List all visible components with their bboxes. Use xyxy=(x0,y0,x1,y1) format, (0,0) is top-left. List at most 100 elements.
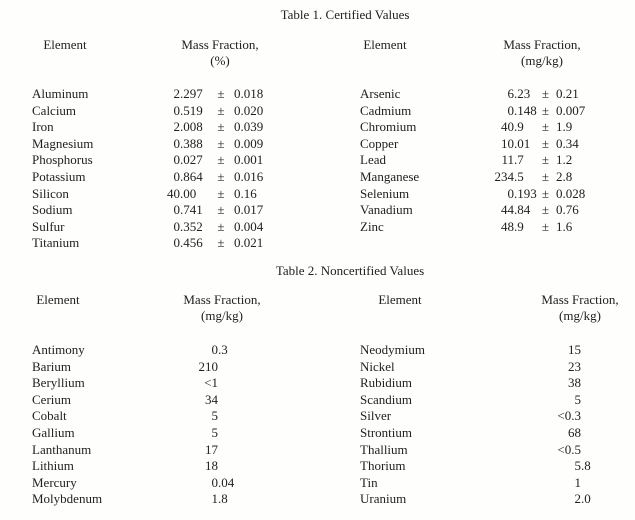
table-row: Zinc 48.9 ±1.6 xyxy=(360,219,585,236)
value-integer: 5 xyxy=(574,458,582,474)
uncertainty-value: 1.6 xyxy=(556,218,573,234)
element-name: Tin xyxy=(360,474,378,490)
table1-left-element-header: Element xyxy=(32,37,98,53)
value-integer: 5 xyxy=(574,391,582,407)
table-row: Rubidium 38 xyxy=(360,375,591,392)
table2-right-mass-fraction-header: Mass Fraction, (mg/kg) xyxy=(510,292,635,323)
table-row: Iron 2.008 ±0.039 xyxy=(32,119,263,136)
element-name: Selenium xyxy=(360,185,410,201)
value-fraction: .352 xyxy=(180,218,203,234)
value-fraction: .8 xyxy=(218,491,228,507)
table1-right-element-header: Element xyxy=(360,37,410,53)
plus-minus-sign: ± xyxy=(541,102,550,118)
element-name: Phosphorus xyxy=(32,152,93,168)
uncertainty-value: 0.007 xyxy=(556,102,586,118)
table1-right-rows: Arsenic 6.23 ±0.21 Cadmium 0.148 ±0.007 Chromi… xyxy=(360,86,585,235)
element-name: Lanthanum xyxy=(32,441,92,457)
table-row: Lanthanum 17 xyxy=(32,442,234,459)
table2-right-rows: Neodymium 15 Nickel 23 Rubidium 38 Scandium 5 Si… xyxy=(360,342,591,508)
plus-minus-sign: ± xyxy=(217,218,225,234)
element-name: Silicon xyxy=(32,185,69,201)
plus-minus-sign: ± xyxy=(541,119,550,135)
element-name: Sulfur xyxy=(32,218,65,234)
value-integer: 18 xyxy=(205,458,218,474)
element-name: Chromium xyxy=(360,119,417,135)
plus-minus-sign: ± xyxy=(541,185,550,201)
column-header-mass-fraction: Mass Fraction, xyxy=(503,37,581,52)
uncertainty-value: 0.16 xyxy=(234,185,257,201)
value-integer: 38 xyxy=(568,375,581,391)
table-row: Thorium 5.8 xyxy=(360,458,591,475)
uncertainty-value: 0.76 xyxy=(556,202,579,218)
value-integer: 44 xyxy=(501,202,514,218)
plus-minus-sign: ± xyxy=(217,135,225,151)
value-integer: 234 xyxy=(494,168,515,184)
value-fraction: .84 xyxy=(514,202,531,218)
element-name: Aluminum xyxy=(32,86,89,101)
uncertainty-value: 2.8 xyxy=(556,168,573,184)
table-row: Silicon 40.00 ±0.16 xyxy=(32,186,263,203)
table-row: Chromium 40.9 ±1.9 xyxy=(360,119,585,136)
element-name: Sodium xyxy=(32,202,73,218)
column-header-unit: (%) xyxy=(210,52,230,68)
uncertainty-value: 1.9 xyxy=(556,119,573,135)
table2-right-element-header: Element xyxy=(360,292,440,308)
value-integer: 40 xyxy=(167,185,180,201)
element-name: Scandium xyxy=(360,391,412,407)
plus-minus-sign: ± xyxy=(541,86,550,101)
value-integer: 0 xyxy=(507,185,515,201)
element-name: Iron xyxy=(32,119,54,135)
element-name: Gallium xyxy=(32,424,75,440)
uncertainty-value: 0.020 xyxy=(234,102,264,118)
column-header-element: Element xyxy=(378,292,422,307)
value-integer: 2 xyxy=(173,119,181,135)
value-fraction: .456 xyxy=(180,235,203,251)
table-row: Cerium 34 xyxy=(32,392,234,409)
element-name: Potassium xyxy=(32,168,86,184)
uncertainty-value: 0.21 xyxy=(556,86,579,101)
value-fraction: .23 xyxy=(514,86,531,101)
table1-left-rows: Aluminum 2.297 ±0.018 Calcium 0.519 ±0.020 Iro… xyxy=(32,86,263,252)
element-name: Titanium xyxy=(32,235,80,251)
uncertainty-value: 0.009 xyxy=(234,135,264,151)
value-fraction: .5 xyxy=(514,168,524,184)
uncertainty-value: 0.34 xyxy=(556,135,579,151)
plus-minus-sign: ± xyxy=(217,235,225,251)
table-row: Lead 11.7 ±1.2 xyxy=(360,152,585,169)
table-row: Cadmium 0.148 ±0.007 xyxy=(360,103,585,120)
value-integer: 0 xyxy=(173,152,181,168)
table2-left-mass-fraction-header: Mass Fraction, (mg/kg) xyxy=(152,292,292,323)
value-integer: 2 xyxy=(173,86,181,101)
plus-minus-sign: ± xyxy=(541,218,550,234)
value-fraction: .9 xyxy=(514,218,524,234)
uncertainty-value: 0.018 xyxy=(234,86,264,101)
value-integer: 40 xyxy=(501,119,514,135)
value-integer: 15 xyxy=(568,342,581,357)
plus-minus-sign: ± xyxy=(217,152,225,168)
uncertainty-value: 0.001 xyxy=(234,152,264,168)
element-name: Lithium xyxy=(32,458,74,474)
table-row: Manganese 234.5 ±2.8 xyxy=(360,169,585,186)
table-row: Beryllium <1 xyxy=(32,375,234,392)
column-header-unit: (mg/kg) xyxy=(201,307,243,323)
element-name: Cobalt xyxy=(32,408,67,424)
table-row: Mercury 0.04 xyxy=(32,475,234,492)
column-header-mass-fraction: Mass Fraction, xyxy=(541,292,619,307)
value-integer: 34 xyxy=(205,391,218,407)
value-integer: 2 xyxy=(574,491,582,507)
plus-minus-sign: ± xyxy=(541,202,550,218)
value-integer: 0 xyxy=(173,235,181,251)
plus-minus-sign: ± xyxy=(541,168,550,184)
element-name: Lead xyxy=(360,152,386,168)
element-name: Cadmium xyxy=(360,102,412,118)
value-fraction: .01 xyxy=(514,135,531,151)
element-name: Beryllium xyxy=(32,375,85,391)
table-row: Molybdenum 1.8 xyxy=(32,491,234,508)
value-integer: 0 xyxy=(173,218,181,234)
value-fraction: .027 xyxy=(180,152,203,168)
uncertainty-value: 0.017 xyxy=(234,202,264,218)
table-row: Lithium 18 xyxy=(32,458,234,475)
table1-title: Table 1. Certified Values xyxy=(280,7,410,22)
element-name: Thorium xyxy=(360,458,406,474)
value-fraction: .3 xyxy=(218,342,228,357)
